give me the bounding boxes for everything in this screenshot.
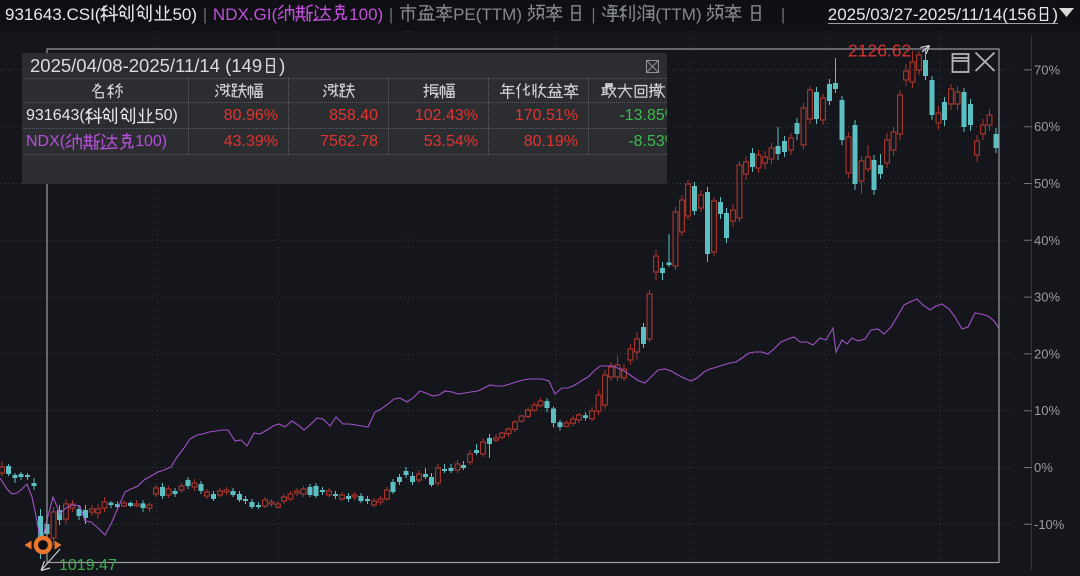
svg-text:70%: 70% (1034, 62, 1060, 77)
svg-text:50%: 50% (1034, 176, 1060, 191)
svg-text:30%: 30% (1034, 290, 1060, 305)
svg-text:10%: 10% (1034, 403, 1060, 418)
svg-text:0%: 0% (1034, 460, 1053, 475)
svg-text:-10%: -10% (1034, 517, 1065, 532)
svg-text:60%: 60% (1034, 119, 1060, 134)
svg-text:40%: 40% (1034, 233, 1060, 248)
svg-text:20%: 20% (1034, 346, 1060, 361)
svg-text:2126.62: 2126.62 (848, 41, 911, 61)
svg-text:1019.47: 1019.47 (59, 557, 117, 574)
